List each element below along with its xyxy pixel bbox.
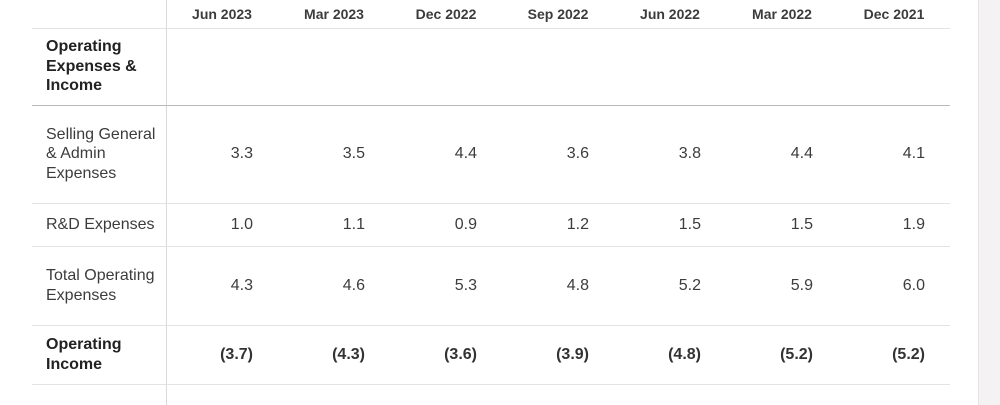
table-cell: 3.5 xyxy=(278,105,390,204)
row-label: Selling General & Admin Expenses xyxy=(32,105,166,204)
table-cell: 3.8 xyxy=(614,105,726,204)
section-title: Operating Expenses & Income xyxy=(32,28,166,106)
table-row: Selling General & Admin Expenses 3.3 3.5… xyxy=(32,105,950,204)
row-label: Total Operating Expenses xyxy=(32,246,166,326)
financial-table-card: Jun 2023 Mar 2023 Dec 2022 Sep 2022 Jun … xyxy=(0,0,979,405)
table-cell: 4.4 xyxy=(726,105,838,204)
table-cell: 1.5 xyxy=(726,203,838,247)
table-cell: 4.3 xyxy=(166,246,278,326)
table-row xyxy=(32,384,950,405)
table-cell: (5.2) xyxy=(838,325,950,385)
table-cell: 5.2 xyxy=(614,246,726,326)
table-cell: (5.2) xyxy=(726,325,838,385)
table-cell: 3.6 xyxy=(502,105,614,204)
row-label: Operating Income xyxy=(32,325,166,385)
table-cell: 1.9 xyxy=(838,203,950,247)
table-row: Operating Income (3.7) (4.3) (3.6) (3.9)… xyxy=(32,325,950,385)
table-cell: 1.5 xyxy=(614,203,726,247)
table-cell: 1.1 xyxy=(278,203,390,247)
table-cell: 5.3 xyxy=(390,246,502,326)
table-cell: 0.9 xyxy=(390,203,502,247)
table-cell: 6.0 xyxy=(838,246,950,326)
table-cell: 1.0 xyxy=(166,203,278,247)
period-header: Sep 2022 xyxy=(502,0,614,29)
period-header: Mar 2023 xyxy=(278,0,390,29)
period-header: Jun 2022 xyxy=(614,0,726,29)
period-header: Dec 2021 xyxy=(838,0,950,29)
table-cell: 5.9 xyxy=(726,246,838,326)
period-header: Mar 2022 xyxy=(726,0,838,29)
table-cell: 1.2 xyxy=(502,203,614,247)
table-cell: 4.4 xyxy=(390,105,502,204)
table-cell: 3.3 xyxy=(166,105,278,204)
table-cell: 4.6 xyxy=(278,246,390,326)
row-label: R&D Expenses xyxy=(32,203,166,247)
header-blank-cell xyxy=(32,0,166,29)
period-header: Dec 2022 xyxy=(390,0,502,29)
table-cell: (3.7) xyxy=(166,325,278,385)
table-cell: (3.9) xyxy=(502,325,614,385)
table-cell: (4.8) xyxy=(614,325,726,385)
operating-expenses-table: Jun 2023 Mar 2023 Dec 2022 Sep 2022 Jun … xyxy=(32,0,950,405)
table-cell: 4.1 xyxy=(838,105,950,204)
table-cell: 4.8 xyxy=(502,246,614,326)
table-cell: (4.3) xyxy=(278,325,390,385)
period-header: Jun 2023 xyxy=(166,0,278,29)
section-header-row: Operating Expenses & Income xyxy=(32,28,950,106)
table-cell: (3.6) xyxy=(390,325,502,385)
table-row: Total Operating Expenses 4.3 4.6 5.3 4.8… xyxy=(32,246,950,326)
table-row: R&D Expenses 1.0 1.1 0.9 1.2 1.5 1.5 1.9 xyxy=(32,203,950,247)
period-header-row: Jun 2023 Mar 2023 Dec 2022 Sep 2022 Jun … xyxy=(32,0,950,29)
